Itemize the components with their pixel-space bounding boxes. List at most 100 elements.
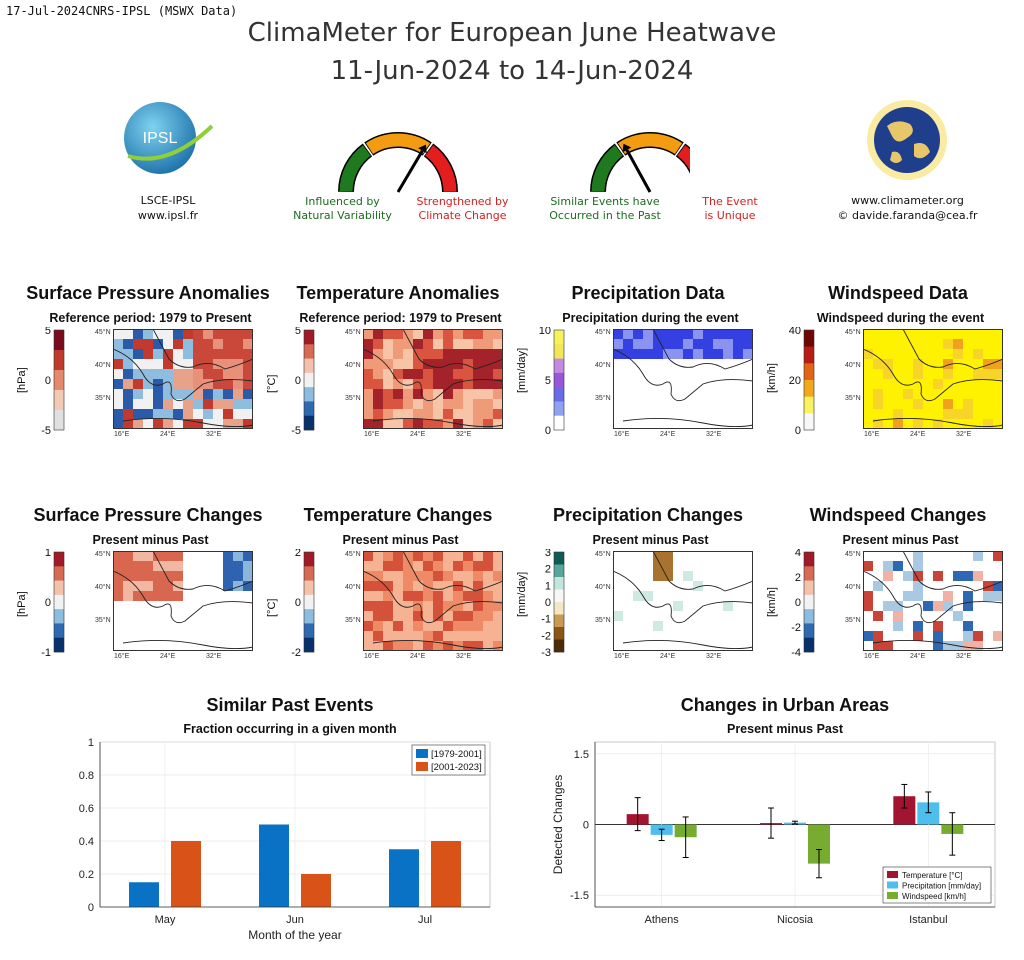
- map-cell: [643, 419, 654, 429]
- map-title: Precipitation Data: [571, 283, 725, 303]
- map-cell: [983, 601, 994, 612]
- map-cell: [433, 581, 444, 592]
- map-cell: [953, 591, 964, 602]
- map-cell: [433, 399, 444, 410]
- map-cell: [703, 551, 714, 562]
- map-cell: [963, 591, 974, 602]
- map-cell: [733, 369, 744, 380]
- map-cell: [123, 419, 134, 429]
- colorbar-tick-label: 20: [789, 375, 801, 387]
- map-cell: [893, 571, 904, 582]
- map-cell: [943, 389, 954, 400]
- map-cell: [443, 399, 454, 410]
- map-cell: [133, 601, 144, 612]
- map-cell: [963, 359, 974, 370]
- map-cell: [433, 359, 444, 370]
- map-cell: [713, 561, 724, 572]
- colorbar-swatch: [54, 566, 64, 581]
- lon-label: 16°E: [864, 653, 880, 660]
- map-cell: [143, 389, 154, 400]
- map-cell: [153, 329, 164, 340]
- map-cell: [213, 379, 224, 390]
- map-cell: [463, 641, 474, 651]
- map-cell: [443, 641, 454, 651]
- colorbar-swatch: [54, 594, 64, 610]
- map-cell: [463, 369, 474, 380]
- gauge-orange-band: [617, 133, 683, 155]
- map-cell: [923, 389, 934, 400]
- map-cell: [413, 379, 424, 390]
- map-cell: [733, 631, 744, 642]
- x-tick-label: Istanbul: [909, 914, 948, 926]
- map-cell: [223, 409, 234, 420]
- map-cell: [983, 339, 994, 350]
- colorbar-tick-label: 0: [295, 597, 301, 609]
- map-cell: [903, 349, 914, 360]
- colorbar-swatch: [804, 637, 814, 653]
- border-line: [402, 551, 503, 592]
- map-cell: [663, 349, 674, 360]
- map-cell: [933, 591, 944, 602]
- lon-label: 32°E: [956, 653, 972, 660]
- map-cell: [363, 641, 374, 651]
- chart-urban-changes: -1.5 0 1.5 Athens Nicosia Istanbul Detected Ch…: [551, 741, 996, 926]
- map-cell: [923, 329, 934, 340]
- map-cell: [363, 359, 374, 370]
- coastline-south: [622, 639, 753, 650]
- colorbar-frame: [553, 551, 565, 653]
- map-cell: [173, 621, 184, 632]
- map-cell: [143, 379, 154, 390]
- map-cell: [113, 571, 124, 582]
- map-cell: [183, 631, 194, 642]
- colorbar-tick-label: -5: [291, 425, 301, 437]
- map-cell: [643, 349, 654, 360]
- lat-label: 45°N: [345, 551, 361, 558]
- map-cell: [133, 329, 144, 340]
- map-cell: [153, 601, 164, 612]
- map-cell: [713, 591, 724, 602]
- map-cell: [863, 379, 874, 390]
- colorbar-swatch: [554, 344, 564, 359]
- map-cell: [883, 601, 894, 612]
- colorbar-swatch: [304, 358, 314, 374]
- lat-label: 35°N: [345, 617, 361, 624]
- map-cell: [663, 611, 674, 622]
- map-cell: [673, 389, 684, 400]
- contact-email: © davide.faranda@cea.fr: [837, 209, 978, 222]
- map-cell: [133, 571, 144, 582]
- map-cell: [393, 561, 404, 572]
- map-cell: [673, 611, 684, 622]
- map-cell: [903, 591, 914, 602]
- map-cell: [743, 409, 753, 420]
- map-cell: [363, 551, 374, 562]
- map-cell: [403, 419, 414, 429]
- map-cell: [453, 591, 464, 602]
- map-cell: [433, 419, 444, 429]
- x-tick-label: Athens: [645, 914, 680, 926]
- map-cell: [363, 571, 374, 582]
- colorbar-tick-label: -2: [541, 630, 551, 642]
- map-cell: [893, 591, 904, 602]
- map-cell: [873, 601, 884, 612]
- map-cell: [933, 379, 944, 390]
- gauge2-right-label-1: The Event: [702, 195, 758, 208]
- map-cell: [643, 339, 654, 350]
- legend-swatch: [887, 871, 898, 878]
- map-cell: [243, 369, 253, 380]
- coastline-south: [122, 417, 253, 428]
- map-cell: [193, 581, 204, 592]
- map-cell: [653, 349, 664, 360]
- map-cell: [373, 551, 384, 562]
- map-cell: [873, 581, 884, 592]
- map-cell: [183, 379, 194, 390]
- map-cell: [183, 601, 194, 612]
- map-cell: [453, 369, 464, 380]
- map-cell: [233, 349, 244, 360]
- map-cell: [743, 641, 753, 651]
- map-cell: [983, 359, 994, 370]
- lon-label: 24°E: [160, 653, 176, 660]
- map-cell: [653, 631, 664, 642]
- map-cell: [983, 379, 994, 390]
- map-cell: [673, 601, 684, 612]
- map-cell: [643, 571, 654, 582]
